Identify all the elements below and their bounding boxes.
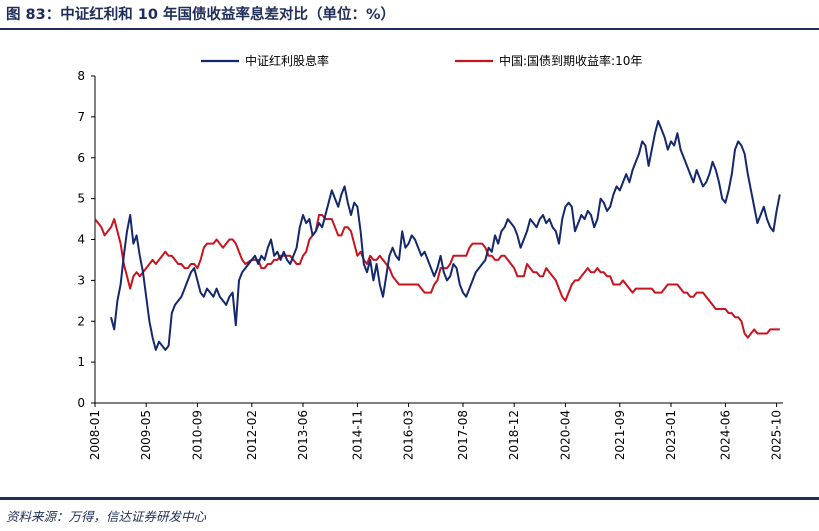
- y-tick-label: 2: [77, 314, 85, 328]
- title-divider: [0, 28, 819, 30]
- series-lines: [94, 120, 781, 351]
- x-tick-label: 2017-08: [456, 410, 470, 460]
- x-tick-label: 2018-12: [507, 410, 521, 460]
- series-line-2: [94, 214, 780, 339]
- x-tick-label: 2023-01: [664, 410, 678, 460]
- y-tick-label: 4: [77, 233, 85, 247]
- legend: 中证红利股息率 中国:国债到期收益率:10年: [201, 53, 642, 68]
- y-tick-label: 5: [77, 192, 85, 206]
- axes: 0 1 2 3 4 5 6 7 8 2008-01 2009-05 2010-09 2012-02 201…: [77, 69, 783, 460]
- x-tick-label: 2009-05: [139, 410, 153, 460]
- footer-divider: [0, 497, 819, 500]
- x-tick-label: 2010-09: [190, 410, 204, 460]
- x-tick-label: 2012-02: [245, 410, 259, 460]
- source-note: 资料来源：万得，信达证券研发中心: [6, 509, 207, 524]
- series-line-1: [110, 120, 781, 351]
- x-tick-label: 2016-03: [402, 410, 416, 460]
- y-tick-label: 0: [77, 396, 85, 410]
- y-tick-label: 6: [77, 151, 85, 165]
- x-tick-label: 2013-06: [296, 410, 310, 460]
- y-tick-label: 8: [77, 69, 85, 83]
- legend-label-2: 中国:国债到期收益率:10年: [499, 53, 642, 68]
- x-tick-label: 2021-09: [613, 410, 627, 460]
- x-tick-label: 2014-11: [350, 410, 364, 460]
- x-tick-label: 2020-04: [558, 410, 572, 460]
- x-tick-label: 2024-06: [718, 410, 732, 460]
- y-tick-label: 1: [77, 355, 85, 369]
- chart-title: 图 83：中证红利和 10 年国债收益率息差对比（单位：%）: [6, 7, 396, 23]
- y-tick-label: 7: [77, 110, 85, 124]
- x-tick-label: 2025-10: [770, 410, 784, 460]
- x-tick-label: 2008-01: [88, 410, 102, 460]
- legend-label-1: 中证红利股息率: [245, 53, 329, 68]
- y-tick-label: 3: [77, 273, 85, 287]
